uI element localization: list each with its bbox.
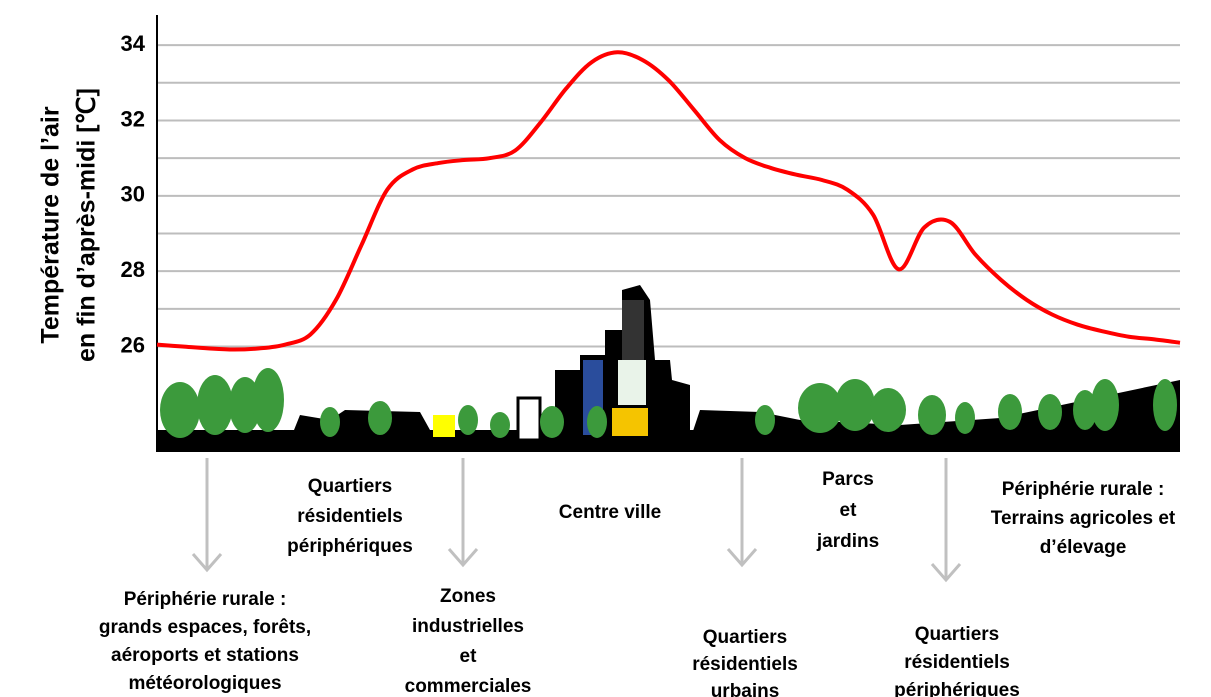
zone-label: jardins [816, 531, 879, 552]
zone-label: et [460, 646, 478, 667]
zone-label: météorologiques [128, 673, 281, 694]
zone-label: Périphérie rurale : [124, 589, 287, 610]
zone-label: grands espaces, forêts, [99, 617, 311, 638]
y-tick-label: 34 [121, 31, 146, 56]
arrows [191, 458, 962, 583]
zone-label: et [840, 500, 858, 521]
temperature-line [156, 50, 1181, 352]
zone-label: industrielles [412, 616, 524, 637]
zone-label: Centre ville [559, 502, 661, 523]
zone-label: d’élevage [1040, 537, 1127, 558]
zone-label: résidentiels [692, 654, 798, 675]
y-tick-label: 26 [121, 332, 145, 357]
y-axis-label: en fin d’après-midi [℃] [73, 88, 101, 362]
y-tick-label: 32 [121, 106, 145, 131]
skyline-illustration [157, 285, 1180, 452]
zone-label: Quartiers [308, 476, 392, 497]
zone-label: Zones [440, 586, 496, 607]
zone-label: Terrains agricoles et [991, 508, 1176, 529]
zone-label: aéroports et stations [111, 645, 299, 666]
zone-label: résidentiels [904, 652, 1010, 673]
zone-label: Parcs [822, 469, 874, 490]
zone-label: urbains [711, 681, 780, 697]
y-tick-label: 28 [121, 257, 145, 282]
zone-label: Quartiers [915, 624, 999, 645]
y-axis-label: Température de l’air [37, 106, 65, 343]
zone-label: commerciales [405, 676, 532, 697]
zone-label: résidentiels [297, 506, 403, 527]
y-tick-label: 30 [121, 182, 145, 207]
zone-label: Périphérie rurale : [1002, 479, 1165, 500]
zone-label: périphériques [287, 536, 413, 557]
zone-label: périphériques [894, 680, 1020, 697]
zone-label: Quartiers [703, 627, 787, 648]
